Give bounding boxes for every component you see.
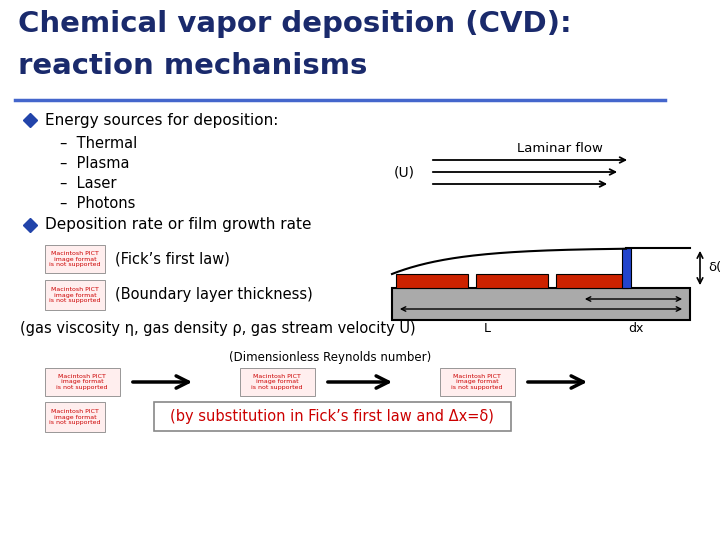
Text: reaction mechanisms: reaction mechanisms [18, 52, 367, 80]
Bar [45, 280, 105, 310]
Text: Macintosh PICT
image format
is not supported: Macintosh PICT image format is not suppo… [49, 251, 101, 267]
Text: (Fick’s first law): (Fick’s first law) [115, 252, 230, 267]
Text: Energy sources for deposition:: Energy sources for deposition: [45, 112, 279, 127]
Text: δ(x): δ(x) [708, 261, 720, 274]
Bar [440, 368, 515, 396]
Text: (U): (U) [394, 165, 415, 179]
Text: Macintosh PICT
image format
is not supported: Macintosh PICT image format is not suppo… [49, 409, 101, 426]
Bar [45, 368, 120, 396]
Text: Macintosh PICT
image format
is not supported: Macintosh PICT image format is not suppo… [451, 374, 503, 390]
Text: Laminar flow: Laminar flow [517, 141, 603, 154]
Bar [45, 402, 105, 432]
Bar [396, 274, 468, 288]
Text: Macintosh PICT
image format
is not supported: Macintosh PICT image format is not suppo… [251, 374, 302, 390]
Bar [476, 274, 548, 288]
Text: dx: dx [629, 322, 644, 335]
Bar [392, 288, 690, 320]
Text: Deposition rate or film growth rate: Deposition rate or film growth rate [45, 218, 312, 233]
Text: L: L [484, 322, 490, 335]
Text: –  Thermal: – Thermal [60, 136, 138, 151]
Text: –  Laser: – Laser [60, 176, 117, 191]
Text: (gas viscosity η, gas density ρ, gas stream velocity U): (gas viscosity η, gas density ρ, gas str… [20, 321, 415, 335]
Text: –  Plasma: – Plasma [60, 156, 130, 171]
Text: –  Photons: – Photons [60, 195, 135, 211]
Text: (Dimensionless Reynolds number): (Dimensionless Reynolds number) [229, 352, 431, 365]
Text: Macintosh PICT
image format
is not supported: Macintosh PICT image format is not suppo… [56, 374, 108, 390]
FancyBboxPatch shape [154, 402, 511, 431]
Text: (Boundary layer thickness): (Boundary layer thickness) [115, 287, 312, 302]
Bar [622, 248, 631, 288]
Bar [240, 368, 315, 396]
Bar [45, 245, 105, 273]
Bar [556, 274, 628, 288]
Text: (by substitution in Fick’s first law and Δx=δ): (by substitution in Fick’s first law and… [170, 409, 494, 424]
Text: Macintosh PICT
image format
is not supported: Macintosh PICT image format is not suppo… [49, 287, 101, 303]
Text: Chemical vapor deposition (CVD):: Chemical vapor deposition (CVD): [18, 10, 572, 38]
